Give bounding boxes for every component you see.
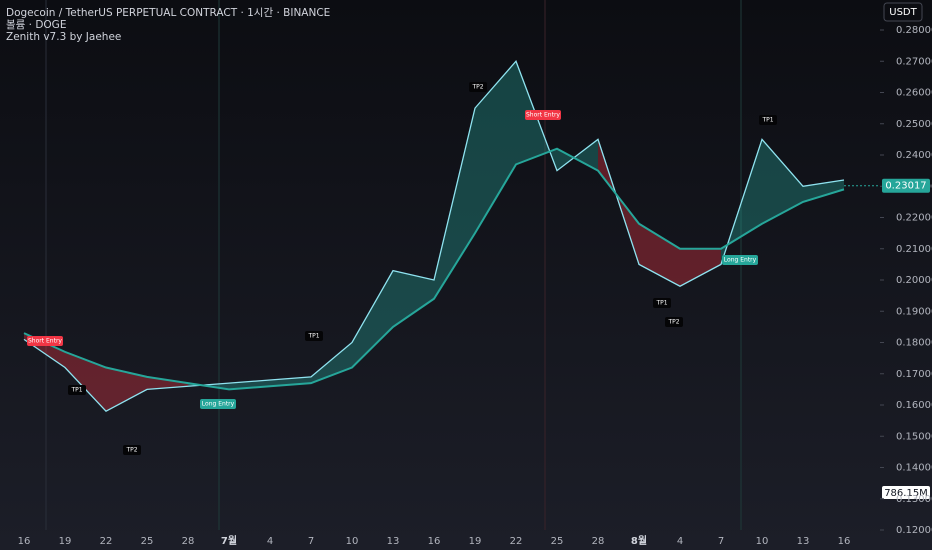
currency-box[interactable] [883, 2, 923, 22]
annotation-box [665, 317, 683, 327]
annotation: TP1 [307, 333, 319, 340]
cloud-fill [639, 223, 680, 287]
x-tick-label: 16 [838, 536, 851, 547]
x-tick-label: 7월 [221, 535, 237, 547]
x-tick-label: 22 [510, 536, 523, 547]
x-tick-label: 4 [677, 536, 683, 547]
indicator-name: Zenith v7.3 by Jaehee [6, 31, 121, 43]
chart-title: Dogecoin / TetherUS PERPETUAL CONTRACT ·… [6, 7, 330, 19]
cloud-fill [311, 342, 352, 384]
annotation-box [27, 336, 63, 346]
annotation: Long Entry [724, 257, 757, 264]
x-tick-label: 10 [756, 536, 769, 547]
x-tick-label: 13 [387, 536, 400, 547]
annotation-box [123, 445, 141, 455]
cloud-fill [680, 248, 721, 287]
x-tick-label: 19 [469, 536, 482, 547]
annotation-box [759, 115, 777, 125]
x-tick-label: 8월 [631, 535, 647, 547]
cloud-fill [393, 270, 434, 327]
annotation-box [469, 82, 487, 92]
annotation-box [653, 298, 671, 308]
annotation-box [305, 331, 323, 341]
price-line [23, 60, 845, 413]
cloud-fill [762, 139, 803, 224]
x-tick-label: 25 [551, 536, 564, 547]
annotation: Short Entry [526, 112, 560, 119]
annotation-box [722, 255, 758, 265]
annotation: TP2 [667, 319, 679, 326]
annotation-box [200, 399, 236, 409]
annotation: TP2 [125, 447, 137, 454]
annotation: TP1 [655, 300, 667, 307]
cloud-fill [475, 61, 516, 234]
cloud-fill [106, 367, 147, 412]
y-tick-label: 0.28000 [896, 25, 932, 36]
annotation-box [525, 110, 561, 120]
annotation: Short Entry [28, 338, 62, 345]
x-tick-label: 25 [141, 536, 154, 547]
x-tick-label: 16 [18, 536, 31, 547]
x-tick-label: 22 [100, 536, 113, 547]
x-tick-label: 7 [308, 536, 314, 547]
cloud-fill [434, 108, 475, 299]
annotation: TP2 [471, 84, 483, 91]
currency[interactable]: USDT [889, 7, 917, 18]
subtitle: 볼륨 · DOGE [6, 19, 66, 31]
average-line [23, 147, 845, 391]
cloud-fill [65, 351, 106, 412]
x-tick-label: 4 [267, 536, 273, 547]
price-tag-label: 0.23017 [885, 181, 926, 192]
annotation: Long Entry [202, 401, 235, 408]
cloud-fill [147, 376, 188, 390]
annotation-box [68, 385, 86, 395]
x-tick-label: 13 [797, 536, 810, 547]
x-tick-label: 16 [428, 536, 441, 547]
annotation: TP1 [761, 117, 773, 124]
cloud-fill [803, 180, 844, 202]
x-tick-label: 28 [592, 536, 605, 547]
x-tick-label: 10 [346, 536, 359, 547]
x-tick-label: 19 [59, 536, 72, 547]
volume-label: 786.15M [884, 488, 928, 499]
cloud-fill [352, 270, 393, 368]
volume-tag [882, 486, 930, 499]
x-tick-label: 7 [718, 536, 724, 547]
x-tick-label: 28 [182, 536, 195, 547]
annotation: TP1 [70, 387, 82, 394]
price-tag [882, 178, 930, 193]
